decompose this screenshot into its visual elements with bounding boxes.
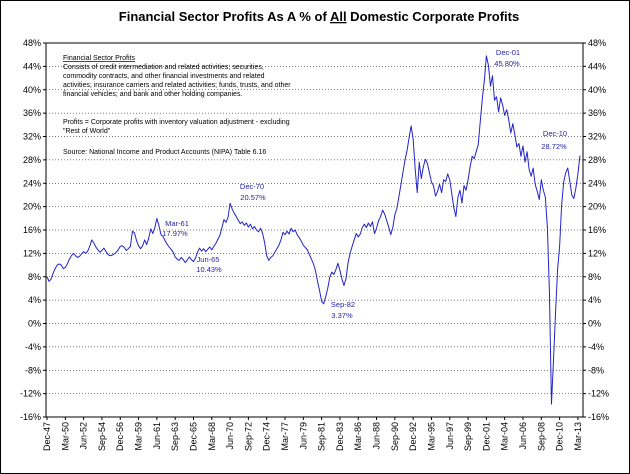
y-tick-label: 32% [23,132,41,142]
y-tick-label: 28% [23,155,41,165]
x-tick-label: Sep-54 [97,422,107,451]
x-tick-label: Mar-68 [207,422,217,451]
y-tick-label: 16% [23,225,41,235]
x-tick-label: Dec-01 [481,422,491,451]
x-tick-label: Mar-95 [426,422,436,451]
note-line: commodity contracts, and other financial… [63,73,265,80]
x-tick-label: Dec-56 [115,422,125,451]
annotation-date: Dec-70 [240,182,264,191]
x-tick-label: Dec-10 [555,422,565,451]
annotation-value: 3.37% [331,311,353,320]
annotation-value: 20.57% [240,193,266,202]
y-tick-label: 48% [588,38,606,48]
annotation-date: Dec-10 [543,129,567,138]
annotation-date: Mar-61 [165,219,189,228]
y-tick-label: -12% [588,389,609,399]
annotation-value: 17.97% [162,229,188,238]
right-y-axis: 48% 44% 40% 36% 32% 28% 24% 20% 16% 12% 8% 4% 0% -4% -… [583,38,609,422]
x-tick-label: Jun-61 [152,422,162,450]
x-tick-label: Jun-97 [445,422,455,450]
x-tick-label: Jun-88 [372,422,382,450]
note-line: Financial Sector Profits [63,55,135,62]
x-tick-label: Mar-13 [573,422,583,451]
annotation-date: Jun-65 [197,255,220,264]
y-tick-label: 36% [23,108,41,118]
x-tick-label: Jun-70 [225,422,235,450]
x-tick-label: Sep-99 [463,422,473,451]
left-y-axis: 48% 44% 40% 36% 32% 28% 24% 20% 16% 12% 8% 4% 0% -4% -… [20,38,46,422]
x-axis: Dec-47 Mar-50 Jun-52 Sep-54 Dec-56 Mar-59 Jun-… [42,417,583,451]
y-tick-label: 32% [588,132,606,142]
title-prefix: Financial Sector Profits As A % of [119,9,330,24]
chart-title: Financial Sector Profits As A % of All D… [119,9,519,24]
y-tick-label: -16% [20,412,41,422]
gridlines [46,66,583,394]
definitions-note: Financial Sector Profits Consists of cred… [63,55,291,156]
annotation-value: 10.43% [196,265,222,274]
title-suffix: Domestic Corporate Profits [347,9,520,24]
y-tick-label: 20% [23,202,41,212]
y-tick-label: 36% [588,108,606,118]
y-tick-label: 0% [28,319,41,329]
y-tick-label: 40% [588,85,606,95]
y-tick-label: 8% [588,272,601,282]
y-tick-label: 12% [588,248,606,258]
annotation-date: Sep-82 [331,300,355,309]
y-tick-label: 24% [23,178,41,188]
x-tick-label: Mar-50 [60,422,70,451]
y-tick-label: 12% [23,248,41,258]
y-tick-label: 4% [28,295,41,305]
x-tick-label: Mar-04 [500,422,510,451]
y-tick-label: 28% [588,155,606,165]
y-tick-label: -8% [25,365,41,375]
x-tick-label: Mar-86 [353,422,363,451]
y-tick-label: 48% [23,38,41,48]
y-tick-label: 20% [588,202,606,212]
x-tick-label: Jun-52 [79,422,89,450]
x-tick-label: Jun-06 [518,422,528,450]
y-tick-label: -4% [25,342,41,352]
annotation-date: Dec-01 [496,48,520,57]
y-tick-label: 44% [23,61,41,71]
x-tick-label: Dec-83 [335,422,345,451]
x-tick-label: Dec-65 [188,422,198,451]
note-line: "Rest of World" [63,128,111,135]
x-tick-label: Sep-72 [243,422,253,451]
x-tick-label: Sep-63 [170,422,180,451]
financial-profits-share-line [46,55,581,405]
y-tick-label: 16% [588,225,606,235]
y-tick-label: 8% [28,272,41,282]
y-tick-label: 4% [588,295,601,305]
y-tick-label: -8% [588,365,604,375]
annotation-value: 28.72% [541,142,567,151]
x-tick-label: Jun-79 [298,422,308,450]
note-line: Profits = Corporate profits with invento… [63,119,290,126]
x-tick-label: Dec-74 [262,422,272,451]
title-emphasis: All [330,9,347,24]
x-tick-label: Sep-90 [390,422,400,451]
note-line: Consists of credit intermediation and re… [63,64,264,71]
y-tick-label: -16% [588,412,609,422]
y-tick-label: 44% [588,61,606,71]
x-tick-label: Sep-81 [317,422,327,451]
y-tick-label: -4% [588,342,604,352]
y-tick-label: 24% [588,178,606,188]
note-line: financial vehicles; and bank and other h… [63,91,242,98]
y-tick-label: 0% [588,319,601,329]
x-tick-label: Sep-08 [536,422,546,451]
x-tick-label: Mar-77 [280,422,290,451]
note-line: Source: National Income and Product Acco… [63,149,266,156]
x-tick-label: Dec-92 [408,422,418,451]
y-tick-label: 40% [23,85,41,95]
note-line: activities; insurance carriers and relat… [63,82,291,89]
annotation-value: 45.80% [494,59,520,68]
y-tick-label: -12% [20,389,41,399]
x-tick-label: Dec-47 [42,422,52,451]
x-tick-label: Mar-59 [134,422,144,451]
